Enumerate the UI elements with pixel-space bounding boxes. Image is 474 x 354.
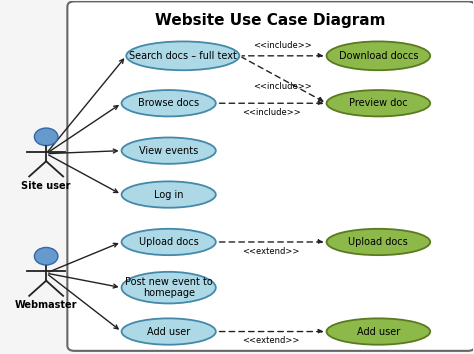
Ellipse shape — [327, 229, 430, 255]
Ellipse shape — [327, 90, 430, 116]
FancyBboxPatch shape — [67, 1, 474, 351]
Text: Website Use Case Diagram: Website Use Case Diagram — [155, 13, 385, 28]
Ellipse shape — [121, 272, 216, 303]
Ellipse shape — [121, 318, 216, 345]
Text: <<include>>: <<include>> — [254, 41, 312, 51]
Text: Browse docs: Browse docs — [138, 98, 199, 108]
Ellipse shape — [121, 137, 216, 164]
Text: Log in: Log in — [154, 189, 183, 200]
Ellipse shape — [121, 181, 216, 208]
Circle shape — [35, 128, 58, 145]
Text: Add user: Add user — [357, 326, 400, 337]
Text: Webmaster: Webmaster — [15, 300, 77, 310]
Ellipse shape — [126, 41, 239, 70]
Text: <<extend>>: <<extend>> — [243, 336, 300, 345]
Text: <<extend>>: <<extend>> — [243, 247, 300, 256]
Text: Site user: Site user — [21, 181, 71, 191]
Text: Preview doc: Preview doc — [349, 98, 408, 108]
Text: Upload docs: Upload docs — [348, 237, 408, 247]
Text: Download doccs: Download doccs — [338, 51, 418, 61]
Text: Search docs – full text: Search docs – full text — [129, 51, 237, 61]
Text: Add user: Add user — [147, 326, 190, 337]
Circle shape — [35, 247, 58, 265]
Text: Post new event to
homepage: Post new event to homepage — [125, 277, 212, 298]
Text: <<include>>: <<include>> — [242, 108, 301, 117]
Text: View events: View events — [139, 145, 198, 156]
Ellipse shape — [121, 229, 216, 255]
Text: Upload docs: Upload docs — [139, 237, 199, 247]
Ellipse shape — [327, 41, 430, 70]
Text: <<include>>: <<include>> — [254, 82, 312, 91]
Ellipse shape — [121, 90, 216, 116]
Ellipse shape — [327, 318, 430, 345]
